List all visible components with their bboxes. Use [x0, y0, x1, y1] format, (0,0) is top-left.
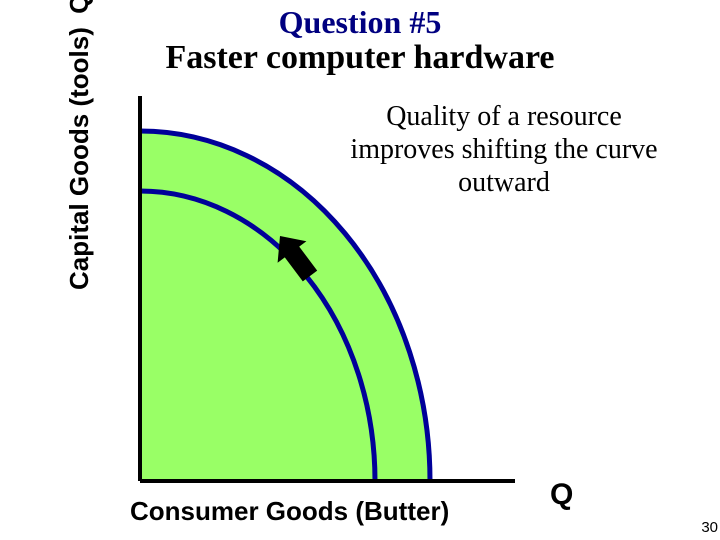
outer-fill [140, 131, 430, 481]
page-number: 30 [701, 519, 718, 536]
x-axis-label: Consumer Goods (Butter) [130, 496, 449, 527]
y-axis-symbol: Q [64, 0, 95, 14]
ppf-chart [120, 86, 540, 496]
page-subtitle: Faster computer hardware [0, 39, 720, 77]
x-axis-symbol: Q [550, 478, 573, 512]
y-axis-label-group: Capital Goods (tools) Q [64, 0, 95, 290]
page-title: Question #5 [0, 0, 720, 41]
y-axis-label: Capital Goods (tools) [64, 27, 94, 290]
